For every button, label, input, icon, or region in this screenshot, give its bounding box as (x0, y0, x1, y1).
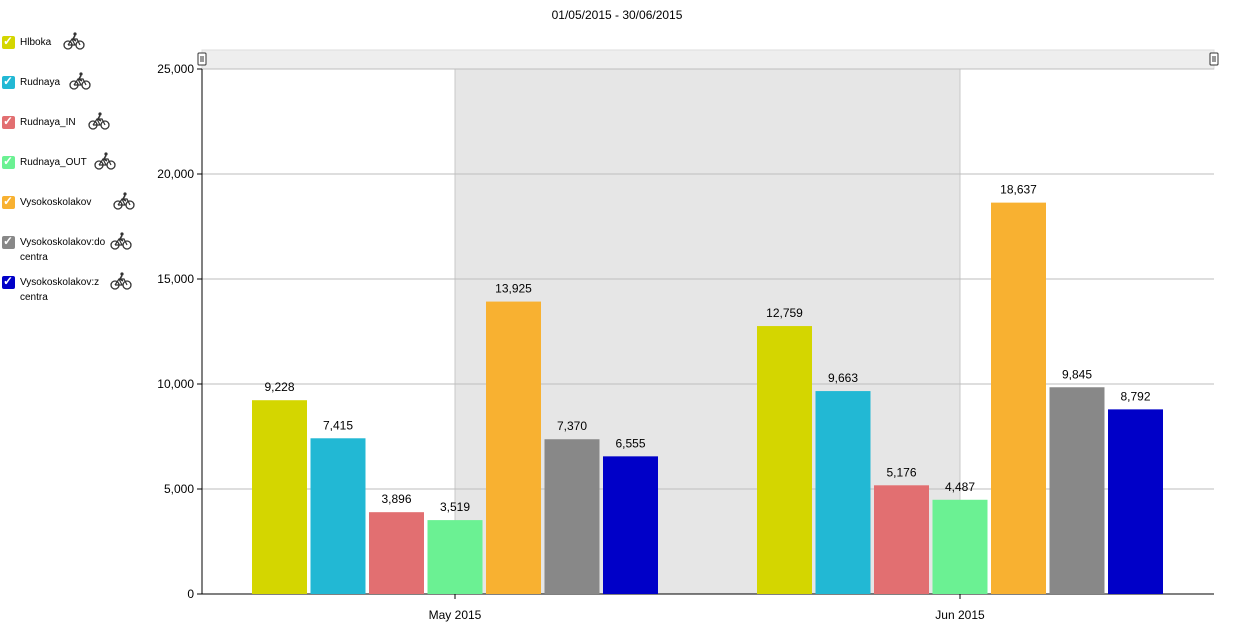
y-tick-label: 15,000 (157, 272, 194, 286)
x-tick-label: Jun 2015 (935, 608, 985, 622)
data-label: 8,792 (1120, 389, 1150, 403)
legend-item[interactable]: Rudnaya_IN (2, 112, 110, 130)
legend-label: Vysokoskolakov:do centra (20, 237, 106, 263)
legend-label: Vysokoskolakov (20, 197, 92, 208)
legend-label: Vysokoskolakov:z centra (20, 277, 100, 303)
y-tick-label: 20,000 (157, 167, 194, 181)
bicycle-icon (110, 272, 132, 290)
bar (991, 202, 1046, 595)
bicycle-icon (69, 72, 92, 90)
data-label: 9,845 (1062, 367, 1092, 381)
data-label: 4,487 (945, 480, 975, 494)
bicycle-icon (63, 32, 85, 50)
x-tick-label: May 2015 (429, 608, 482, 622)
data-label: 6,555 (615, 436, 645, 450)
legend-checkbox[interactable] (2, 74, 15, 89)
scrollbar-track (201, 49, 1215, 70)
legend-label: Hlboka (20, 37, 52, 48)
bar (310, 438, 366, 594)
data-label: 9,228 (264, 380, 294, 394)
bar (1049, 387, 1105, 594)
data-label: 3,896 (381, 492, 411, 506)
legend-item[interactable]: Vysokoskolakov:do centra (2, 232, 132, 265)
bicycle-icon (88, 112, 110, 130)
scrollbar-handle[interactable] (197, 52, 207, 66)
legend-checkbox[interactable] (2, 274, 15, 289)
legend-item[interactable]: Rudnaya (2, 72, 92, 90)
legend-checkbox[interactable] (2, 194, 15, 209)
legend-item[interactable]: Hlboka (2, 32, 85, 50)
legend-item[interactable]: Vysokoskolakov (2, 192, 135, 210)
y-tick-label: 10,000 (157, 377, 194, 391)
bar (932, 499, 988, 594)
chart-title: 01/05/2015 - 30/06/2015 (551, 8, 683, 22)
bar (815, 391, 871, 594)
bar (427, 520, 483, 594)
bar (544, 439, 600, 594)
legend-checkbox[interactable] (2, 154, 15, 169)
y-tick-label: 5,000 (164, 482, 194, 496)
scrollbar-handle[interactable] (1209, 52, 1219, 66)
data-label: 3,519 (440, 500, 470, 514)
bar (252, 400, 307, 594)
data-label: 5,176 (886, 465, 916, 479)
legend-item[interactable]: Vysokoskolakov:z centra (2, 272, 132, 305)
legend-checkbox[interactable] (2, 34, 15, 49)
data-label: 9,663 (828, 371, 858, 385)
legend-checkbox[interactable] (2, 234, 15, 249)
legend-label: Rudnaya_IN (20, 117, 76, 128)
legend-checkbox[interactable] (2, 114, 15, 129)
bar (369, 512, 424, 594)
bar (874, 485, 929, 594)
y-tick-label: 25,000 (157, 62, 194, 76)
bicycle-icon (94, 152, 116, 170)
data-label: 7,370 (557, 419, 587, 433)
legend-label: Rudnaya (20, 77, 61, 88)
y-tick-label: 0 (187, 587, 194, 601)
bar (757, 326, 812, 594)
bicycle-icon (113, 192, 135, 210)
data-label: 7,415 (323, 418, 353, 432)
data-label: 13,925 (495, 282, 532, 296)
legend-item[interactable]: Rudnaya_OUT (2, 152, 116, 170)
bar (486, 301, 541, 594)
bar (603, 456, 658, 594)
data-label: 12,759 (766, 306, 803, 320)
data-label: 18,637 (1000, 183, 1037, 197)
legend-label: Rudnaya_OUT (20, 157, 87, 168)
bicycle-icon (110, 232, 132, 250)
bar (1108, 409, 1163, 594)
